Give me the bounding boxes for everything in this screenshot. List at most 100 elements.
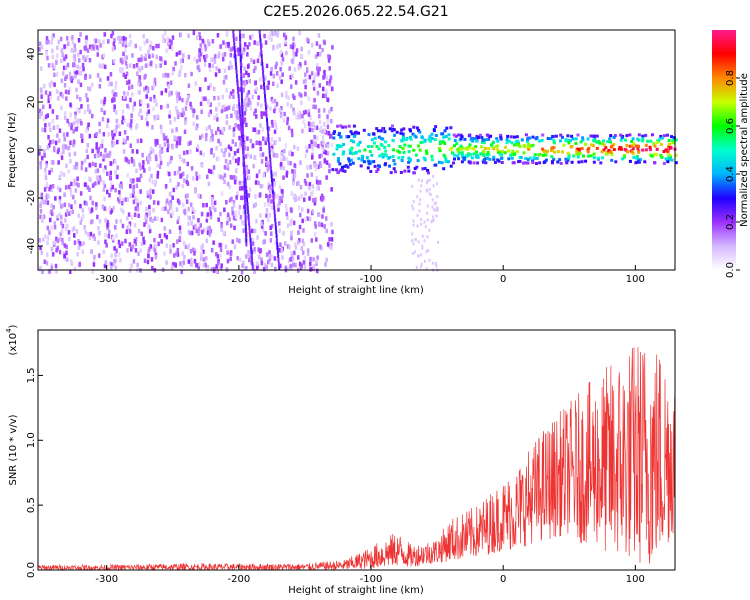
spectrogram-cell <box>146 62 149 68</box>
spectrogram-cell <box>164 135 168 141</box>
spectrogram-cell <box>50 225 53 231</box>
spectrogram-cell <box>247 72 250 78</box>
spectrogram-cell <box>167 84 170 89</box>
spectrogram-cell <box>271 254 274 260</box>
spectrogram-cell <box>251 94 254 100</box>
spectrogram-cell <box>181 97 184 103</box>
spectrogram-cell <box>113 128 116 134</box>
spectrogram-cell <box>183 150 186 156</box>
spectrogram-cell <box>234 123 237 128</box>
spectrogram-cell <box>107 132 110 137</box>
spectrogram-cell <box>274 226 277 230</box>
spectrogram-cell <box>98 253 101 258</box>
spectrogram-cell <box>442 135 446 139</box>
spectrogram-cell <box>305 148 309 153</box>
spectrogram-cell <box>284 204 288 209</box>
spectrogram-cell <box>319 244 322 249</box>
spectrogram-cell <box>77 52 80 58</box>
spectrogram-cell <box>55 247 58 253</box>
colorbar-tick-label: 0.4 <box>725 166 736 182</box>
spectrogram-cell <box>398 150 402 154</box>
spectrogram-cell <box>375 127 379 131</box>
spectrogram-cell <box>275 153 279 158</box>
spectrogram-cell <box>556 150 560 154</box>
spectrogram-cell <box>209 138 212 143</box>
spectrogram-cell <box>610 158 614 162</box>
spectrogram-cell <box>667 153 671 157</box>
spectrogram-cell <box>416 159 420 163</box>
spectrogram-cell <box>71 40 75 45</box>
spectrogram-cell <box>68 121 71 127</box>
spectrogram-cell <box>367 145 370 148</box>
spectrogram-cell <box>298 92 301 97</box>
spectrogram-cell <box>402 127 406 131</box>
spectrogram-cell <box>90 219 93 225</box>
spectrogram-cell <box>240 126 243 130</box>
spectrogram-cell <box>590 143 593 147</box>
spectrogram-cell <box>481 138 485 142</box>
spectrogram-cell <box>172 187 175 193</box>
spectrogram-cell <box>542 153 545 157</box>
spectrogram-cell <box>510 141 514 145</box>
spectrogram-cell <box>206 230 210 235</box>
spectrogram-cell <box>321 147 325 152</box>
spectrogram-cell <box>57 160 60 165</box>
spectrogram-cell <box>560 135 564 139</box>
spectrogram-cell <box>175 251 178 256</box>
spectrogram-cell <box>293 163 296 168</box>
spectrogram-cell <box>628 133 632 137</box>
spectrogram-cell <box>298 261 302 267</box>
spectrogram-cell <box>415 165 419 169</box>
spectrogram-cell <box>370 153 374 157</box>
spectrogram-cell <box>206 226 210 231</box>
spectrogram-cell <box>566 139 569 142</box>
spectrogram-cell <box>53 221 57 226</box>
spectrogram-cell <box>592 152 596 156</box>
spectrogram-cell <box>220 191 224 196</box>
spectrogram-cell <box>83 109 87 115</box>
spectrogram-cell <box>464 147 468 151</box>
spectrogram-cell <box>292 55 295 60</box>
spectrogram-cell <box>433 202 436 206</box>
spectrogram-cell <box>256 41 259 46</box>
spectrogram-cell <box>267 138 270 142</box>
spectrogram-cell <box>264 98 267 102</box>
colorbar-gradient <box>712 30 736 270</box>
spectrogram-cell <box>45 260 49 266</box>
spectrogram-cell <box>238 145 241 150</box>
spectrogram-cell <box>143 222 146 227</box>
spectrogram-cell <box>94 169 98 174</box>
spectrogram-cell <box>310 71 314 76</box>
spectrogram-cell <box>129 143 132 148</box>
spectrogram-cell <box>268 146 271 150</box>
spectrogram-cell <box>434 201 437 205</box>
spectrogram-cell <box>393 170 397 174</box>
spectrogram-cell <box>249 238 252 242</box>
spectrogram-cell <box>564 157 568 161</box>
spectrogram-cell <box>346 165 350 169</box>
spectrogram-cell <box>217 174 221 179</box>
spectrogram-cell <box>159 149 162 155</box>
spectrogram-cell <box>420 262 423 266</box>
spectrogram-cell <box>242 159 245 164</box>
spectrogram-cell <box>69 102 72 107</box>
spectrogram-cell <box>243 166 246 171</box>
spectrogram-cell <box>113 132 116 137</box>
spectrogram-cell <box>160 105 163 110</box>
spectrogram-cell <box>595 134 599 138</box>
spectrogram-cell <box>132 190 135 195</box>
spectrogram-cell <box>43 187 47 192</box>
spectrogram-cell <box>614 160 618 164</box>
spectrogram-cell <box>666 160 670 164</box>
spectrogram-cell <box>123 91 126 96</box>
spectrogram-cell <box>102 168 106 173</box>
spectrogram-cell <box>81 62 85 68</box>
spectrogram-cell <box>211 39 215 44</box>
spectrogram-cell <box>180 157 184 162</box>
spectrogram-cell <box>343 165 347 168</box>
spectrogram-cell <box>392 167 396 171</box>
spectrogram-cell <box>315 41 319 46</box>
spectrogram-cell <box>198 57 202 62</box>
spectrogram-cell <box>322 140 325 146</box>
